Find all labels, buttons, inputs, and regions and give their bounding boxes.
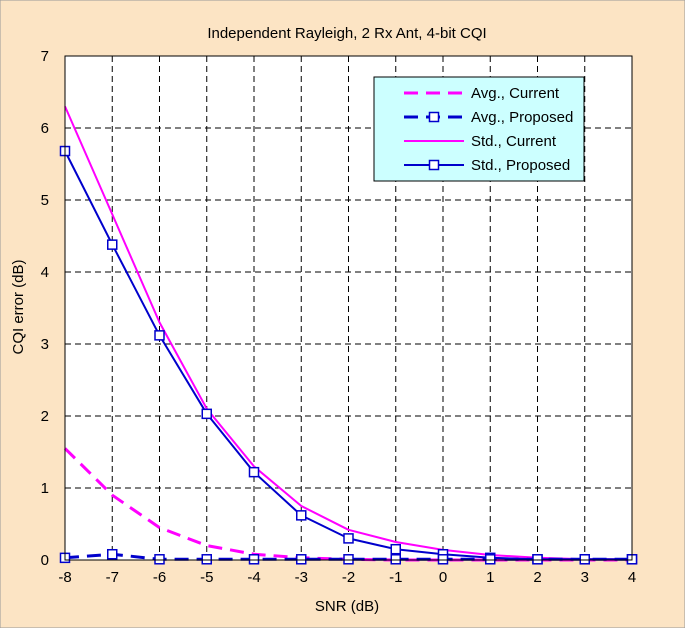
plot-border: [64, 55, 633, 561]
y-tick-label: 6: [41, 120, 49, 137]
x-tick-label: 0: [439, 569, 447, 586]
legend-marker: [428, 111, 440, 123]
data-point: [485, 554, 496, 565]
legend-item: Avg., Current: [404, 85, 560, 102]
data-point: [248, 554, 260, 565]
data-point: [201, 554, 212, 565]
data-point: [579, 554, 590, 565]
chart-title: Independent Rayleigh, 2 Rx Ant, 4-bit CQ…: [207, 25, 486, 42]
data-point: [296, 554, 307, 565]
x-tick-label: 1: [486, 569, 494, 586]
data-point: [532, 554, 543, 565]
x-tick-label: 2: [533, 569, 541, 586]
x-tick-label: -1: [389, 569, 402, 586]
data-point: [154, 554, 165, 565]
x-tick-label: -5: [200, 569, 213, 586]
x-tick-label: -4: [247, 569, 260, 586]
legend-label: Std., Current: [471, 133, 557, 150]
data-point: [248, 466, 260, 478]
legend-item: Std., Current: [404, 133, 557, 150]
x-tick-label: 3: [581, 569, 589, 586]
x-axis-label: SNR (dB): [315, 598, 379, 615]
y-tick-label: 5: [41, 192, 49, 209]
x-tick-label: 4: [628, 569, 636, 586]
data-point: [154, 330, 165, 341]
legend-label: Std., Proposed: [471, 157, 570, 174]
y-tick-label: 3: [41, 336, 49, 353]
data-point: [107, 239, 118, 250]
y-axis-label: CQI error (dB): [10, 259, 27, 354]
y-axis-ticks: 0 1 2 3 4 5 6 7: [41, 48, 70, 569]
y-tick-label: 7: [41, 48, 49, 65]
legend-marker: [428, 159, 440, 171]
data-point: [390, 543, 401, 555]
legend-item: Std., Proposed: [404, 157, 570, 174]
legend: Avg., Current Avg., Proposed Std., Current…: [373, 76, 585, 182]
legend-label: Avg., Proposed: [471, 109, 573, 126]
x-tick-label: -7: [106, 569, 119, 586]
y-tick-label: 4: [41, 264, 49, 281]
x-tick-label: -6: [153, 569, 166, 586]
data-point: [296, 510, 307, 521]
data-point: [437, 554, 449, 565]
data-point: [343, 533, 354, 544]
data-point: [201, 408, 212, 420]
y-tick-label: 0: [41, 552, 49, 569]
x-tick-label: -3: [295, 569, 308, 586]
data-point: [343, 554, 354, 565]
y-tick-label: 1: [41, 480, 49, 497]
legend-item: Avg., Proposed: [404, 109, 573, 126]
data-point: [390, 554, 401, 565]
y-tick-label: 2: [41, 408, 49, 425]
x-axis-ticks: -8 -7 -6 -5 -4 -3 -2 -1 0 1 2 3 4: [58, 555, 636, 586]
legend-label: Avg., Current: [471, 85, 560, 102]
x-tick-label: -8: [58, 569, 71, 586]
data-point: [107, 548, 118, 560]
x-tick-label: -2: [342, 569, 355, 586]
